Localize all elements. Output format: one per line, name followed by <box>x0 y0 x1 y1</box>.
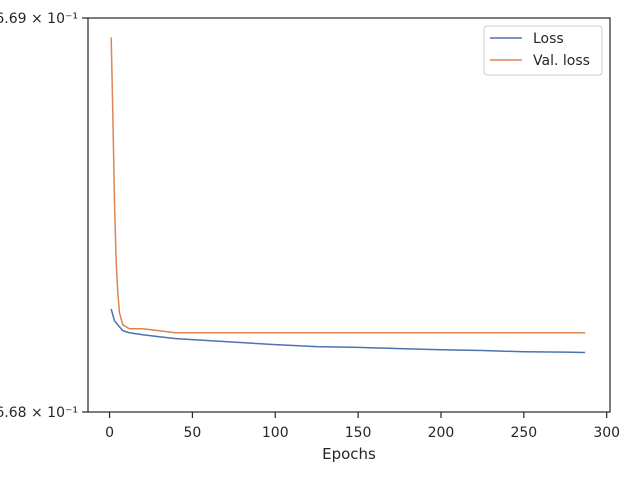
x-tick-label: 300 <box>593 425 620 441</box>
y-tick-label: 6.68 × 10⁻¹ <box>0 405 78 421</box>
x-axis: 0 50 100 150 200 250 300 <box>105 412 620 441</box>
x-tick-label: 50 <box>183 425 201 441</box>
x-tick-label: 250 <box>510 425 537 441</box>
x-tick-label: 150 <box>345 425 372 441</box>
x-tick-label: 200 <box>428 425 455 441</box>
legend-label: Loss <box>533 31 564 47</box>
series-layer <box>110 37 586 354</box>
y-axis: 6.68 × 10⁻¹ 6.69 × 10⁻¹ <box>0 11 88 421</box>
x-axis-title: Epochs <box>322 445 376 463</box>
series-line-loss <box>110 308 586 354</box>
plot-frame <box>87 17 611 413</box>
x-tick-label: 100 <box>262 425 289 441</box>
x-tick-label: 0 <box>105 425 114 441</box>
series-line-val-loss <box>110 37 586 334</box>
legend: Loss Val. loss <box>483 25 603 76</box>
y-tick-label: 6.69 × 10⁻¹ <box>0 11 78 27</box>
legend-label: Val. loss <box>533 53 590 69</box>
